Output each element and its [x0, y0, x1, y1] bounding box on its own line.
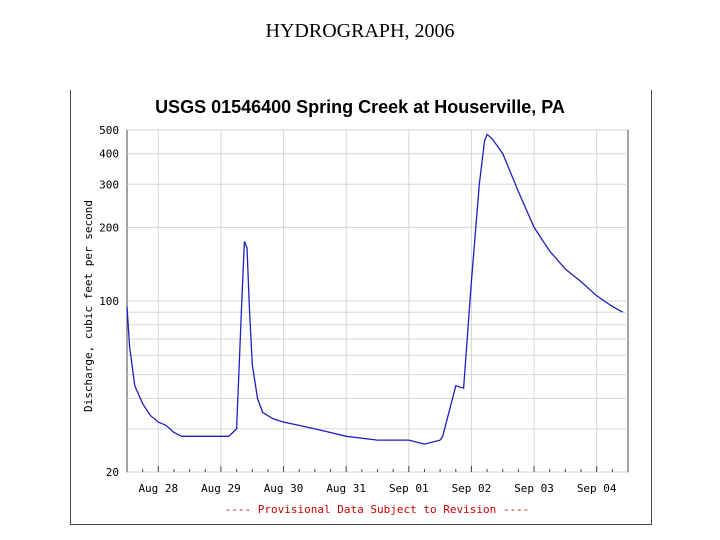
y-tick-label: 200: [99, 221, 119, 234]
y-tick-label: 100: [99, 295, 119, 308]
slide-title: HYDROGRAPH, 2006: [265, 20, 455, 42]
x-tick-label: Aug 30: [264, 482, 304, 495]
x-tick-label: Sep 03: [514, 482, 554, 495]
x-tick-label: Aug 29: [201, 482, 241, 495]
grid: [126, 129, 629, 473]
y-axis-ticks: 20 100 200 300 400 500: [99, 124, 119, 479]
y-axis-label: Discharge, cubic feet per second: [82, 200, 95, 412]
chart-title: USGS 01546400 Spring Creek at Houservill…: [155, 97, 565, 117]
x-tick-label: Aug 28: [138, 482, 178, 495]
x-tick-label: Sep 02: [452, 482, 492, 495]
x-tick-label: Aug 31: [326, 482, 366, 495]
discharge-series-line: [126, 133, 624, 445]
y-tick-label: 400: [99, 148, 119, 161]
chart-frame: [70, 90, 652, 525]
x-tick-label: Sep 04: [577, 482, 617, 495]
y-tick-label: 500: [99, 124, 119, 137]
x-tick-label: Sep 01: [389, 482, 429, 495]
x-axis-ticks: Aug 28 Aug 29 Aug 30 Aug 31 Sep 01 Sep 02 Sep …: [138, 482, 616, 495]
y-tick-label: 20: [106, 466, 119, 479]
y-tick-label: 300: [99, 178, 119, 191]
provisional-note: ---- Provisional Data Subject to Revisio…: [225, 503, 530, 516]
